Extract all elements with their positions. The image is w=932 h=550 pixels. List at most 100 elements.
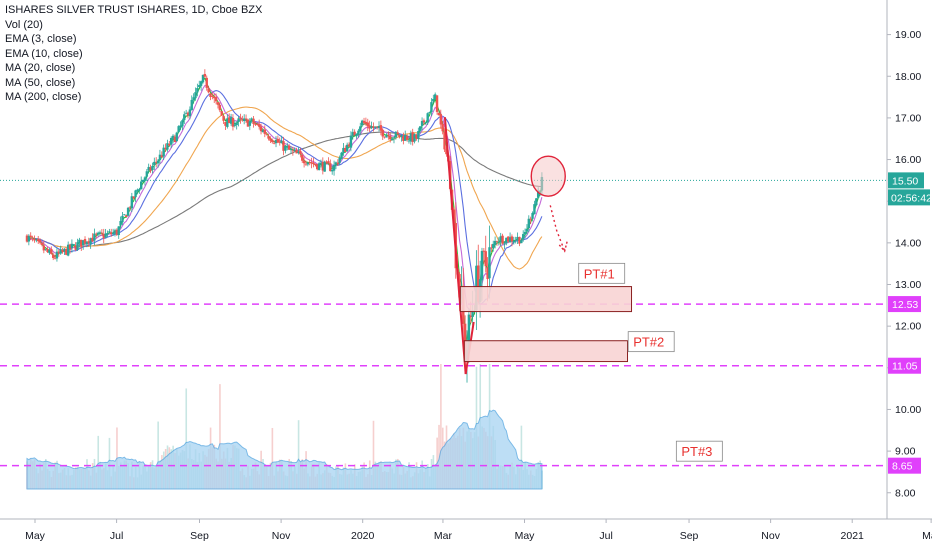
candle-body bbox=[492, 243, 495, 249]
price-tick-label: 14.00 bbox=[895, 237, 921, 249]
target-zone-box[interactable] bbox=[459, 286, 633, 313]
time-axis[interactable] bbox=[0, 520, 932, 550]
legend-indicator[interactable]: MA (50, close) bbox=[5, 76, 76, 89]
candle-body bbox=[128, 207, 132, 209]
candle-body bbox=[330, 169, 334, 172]
candle-body bbox=[213, 96, 216, 99]
candle-body bbox=[430, 102, 433, 112]
candle-body bbox=[503, 243, 506, 245]
candle-body bbox=[119, 220, 122, 226]
candle-body bbox=[226, 118, 229, 127]
candle-body bbox=[426, 113, 429, 123]
candle-body bbox=[355, 133, 358, 137]
candle-body bbox=[314, 163, 317, 166]
candle-body bbox=[125, 215, 128, 217]
candle-body bbox=[190, 99, 193, 111]
target-zone-box[interactable] bbox=[463, 340, 629, 363]
pt-label-box[interactable] bbox=[675, 440, 723, 462]
candle-body bbox=[360, 120, 364, 126]
candle-body bbox=[233, 124, 237, 126]
candle-body bbox=[139, 181, 143, 190]
legend-indicator[interactable]: EMA (10, close) bbox=[5, 47, 83, 60]
candle-body bbox=[428, 112, 431, 114]
candle-body bbox=[158, 154, 162, 161]
candle-body bbox=[377, 126, 381, 129]
candle-body bbox=[284, 146, 287, 151]
candle-body bbox=[316, 164, 319, 170]
pt-label: PT#1 bbox=[584, 266, 615, 281]
candle-body bbox=[194, 92, 197, 99]
legend-indicator[interactable]: MA (200, close) bbox=[5, 91, 82, 103]
candle-body bbox=[274, 139, 278, 144]
pt-label-box[interactable] bbox=[578, 262, 626, 284]
candle-body bbox=[347, 144, 351, 147]
candle-body bbox=[242, 118, 246, 121]
candle-body bbox=[173, 136, 177, 143]
price-tick-label: 12.00 bbox=[895, 321, 921, 333]
candle-body bbox=[25, 235, 29, 242]
volume-bar bbox=[372, 420, 375, 489]
legend-indicator[interactable]: MA (20, close) bbox=[5, 62, 76, 74]
time-tick-label: 2021 bbox=[841, 530, 865, 542]
candle-body bbox=[151, 165, 154, 171]
price-tick-label: 19.00 bbox=[895, 29, 921, 41]
candle-body bbox=[110, 232, 113, 235]
candle-body bbox=[126, 207, 130, 216]
candle-body bbox=[37, 239, 40, 242]
candle-body bbox=[214, 97, 218, 102]
candle-body bbox=[63, 248, 66, 251]
candle-body bbox=[141, 179, 145, 182]
candle-body bbox=[113, 230, 117, 234]
candle-body bbox=[424, 122, 428, 123]
ma50-line bbox=[26, 106, 543, 270]
candle-body bbox=[229, 117, 233, 124]
candle-body bbox=[467, 314, 471, 351]
candle-body bbox=[291, 150, 295, 152]
candle-body bbox=[81, 240, 85, 246]
pt-label: PT#3 bbox=[681, 444, 712, 459]
candle-body bbox=[505, 237, 508, 244]
ema10-line bbox=[26, 84, 543, 312]
candle-body bbox=[510, 236, 514, 242]
candle-body bbox=[205, 77, 208, 88]
candle-body bbox=[239, 117, 242, 119]
circle-annotation[interactable] bbox=[530, 155, 566, 197]
volume-bar bbox=[157, 421, 159, 489]
candle-body bbox=[171, 135, 175, 139]
legend-indicator[interactable]: Vol (20) bbox=[5, 18, 43, 31]
candle-body bbox=[46, 248, 49, 253]
candle-body bbox=[351, 132, 354, 136]
volume-bar bbox=[219, 384, 221, 489]
candle-body bbox=[78, 239, 81, 243]
candle-body bbox=[220, 111, 223, 116]
candle-body bbox=[272, 142, 276, 144]
candle-body bbox=[241, 119, 244, 121]
price-axis[interactable] bbox=[887, 0, 932, 519]
candle-body bbox=[228, 117, 231, 124]
candle-body bbox=[415, 134, 418, 139]
candle-body bbox=[164, 147, 167, 150]
candle-body bbox=[499, 236, 502, 243]
candle-body bbox=[53, 257, 57, 259]
candle-body bbox=[340, 152, 343, 159]
pt-label-box[interactable] bbox=[627, 331, 675, 353]
candle-body bbox=[514, 239, 517, 241]
level-price-badge bbox=[888, 457, 921, 474]
crash-trendline[interactable] bbox=[443, 117, 467, 375]
candle-body bbox=[374, 126, 377, 128]
candle-body bbox=[80, 239, 83, 247]
candle-body bbox=[536, 191, 540, 198]
candle-body bbox=[345, 144, 349, 152]
candle-body bbox=[482, 250, 486, 252]
time-tick-label: Jul bbox=[599, 530, 612, 542]
legend-indicator[interactable]: EMA (3, close) bbox=[5, 33, 77, 45]
candle-body bbox=[35, 239, 38, 241]
candle-body bbox=[362, 120, 366, 123]
candle-body bbox=[392, 137, 396, 139]
candle-body bbox=[156, 160, 160, 164]
candle-body bbox=[368, 125, 371, 129]
candle-body bbox=[134, 190, 137, 198]
candle-body bbox=[44, 248, 47, 250]
